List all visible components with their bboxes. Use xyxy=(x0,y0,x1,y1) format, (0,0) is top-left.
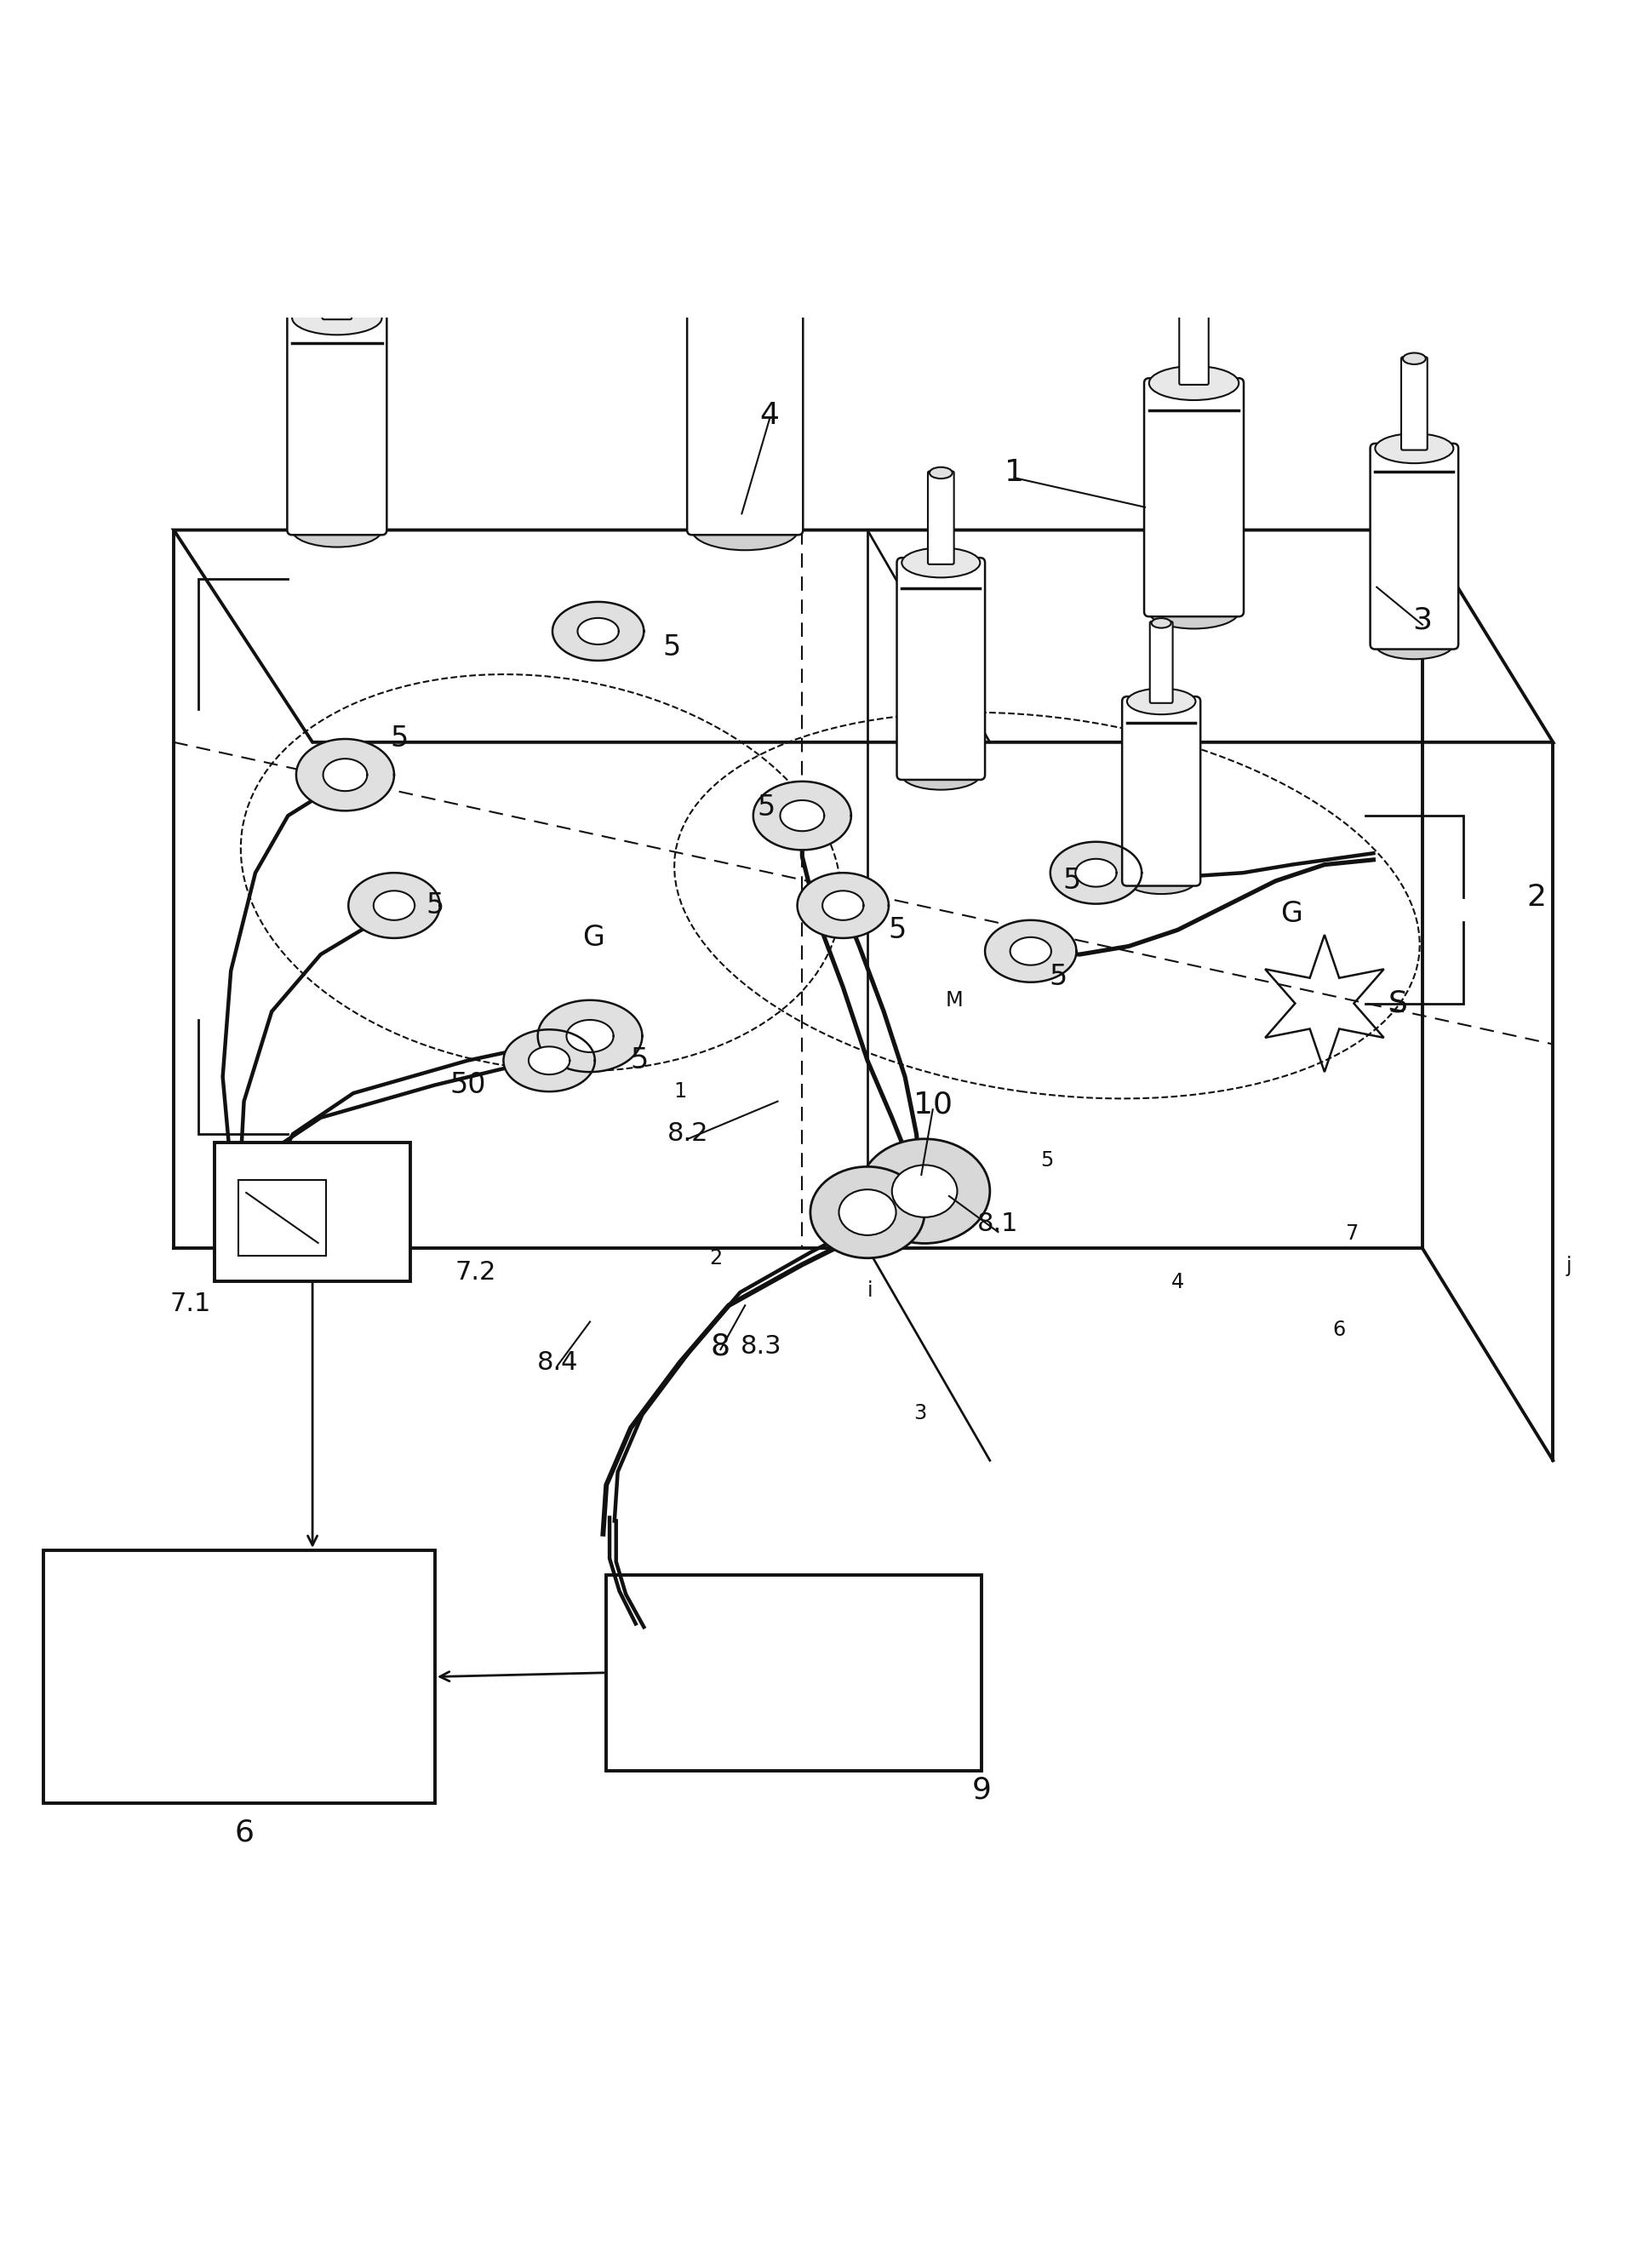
Text: 9: 9 xyxy=(972,1776,992,1805)
Text: G: G xyxy=(583,923,604,953)
Text: 3: 3 xyxy=(1413,606,1432,635)
FancyBboxPatch shape xyxy=(897,558,985,780)
Text: 5: 5 xyxy=(1049,964,1067,991)
Text: 4: 4 xyxy=(1170,1272,1184,1293)
Text: 5: 5 xyxy=(887,916,905,943)
Bar xyxy=(43,1551,435,1803)
Ellipse shape xyxy=(1149,594,1239,628)
FancyBboxPatch shape xyxy=(1179,274,1208,386)
Ellipse shape xyxy=(892,1166,958,1218)
Text: i: i xyxy=(868,1281,873,1302)
Polygon shape xyxy=(539,1000,642,1073)
Text: M: M xyxy=(946,989,964,1009)
Ellipse shape xyxy=(1149,365,1239,399)
Text: 5: 5 xyxy=(390,726,408,753)
Ellipse shape xyxy=(1126,689,1195,714)
Polygon shape xyxy=(566,1021,614,1052)
Ellipse shape xyxy=(810,1166,925,1259)
Text: 1: 1 xyxy=(673,1082,686,1102)
FancyBboxPatch shape xyxy=(928,472,954,565)
Ellipse shape xyxy=(692,231,799,272)
Text: 5: 5 xyxy=(1041,1150,1054,1170)
Ellipse shape xyxy=(324,204,350,218)
Ellipse shape xyxy=(930,467,953,479)
Polygon shape xyxy=(1076,860,1116,887)
Polygon shape xyxy=(1010,937,1051,966)
Text: 1: 1 xyxy=(1005,458,1025,488)
Text: 7.2: 7.2 xyxy=(455,1261,496,1286)
Ellipse shape xyxy=(859,1139,990,1243)
FancyBboxPatch shape xyxy=(1370,445,1459,649)
Ellipse shape xyxy=(692,510,799,551)
Ellipse shape xyxy=(1180,270,1206,284)
Ellipse shape xyxy=(291,302,381,336)
FancyBboxPatch shape xyxy=(1144,379,1244,617)
Polygon shape xyxy=(822,891,864,921)
Ellipse shape xyxy=(902,549,981,578)
Polygon shape xyxy=(296,739,395,810)
Text: j: j xyxy=(1567,1256,1572,1277)
Polygon shape xyxy=(504,1030,594,1091)
Text: 3: 3 xyxy=(913,1404,927,1424)
Text: 5: 5 xyxy=(1062,866,1080,896)
Text: G: G xyxy=(1280,900,1303,928)
FancyBboxPatch shape xyxy=(322,211,352,320)
Ellipse shape xyxy=(730,122,761,138)
Text: 6: 6 xyxy=(234,1819,254,1846)
FancyBboxPatch shape xyxy=(286,313,386,535)
FancyBboxPatch shape xyxy=(1401,356,1427,449)
Text: 50: 50 xyxy=(450,1070,486,1100)
Polygon shape xyxy=(322,760,367,792)
Bar xyxy=(237,1179,326,1256)
Polygon shape xyxy=(753,782,851,850)
Text: 8.1: 8.1 xyxy=(977,1211,1018,1236)
Text: 6: 6 xyxy=(1333,1320,1346,1340)
Text: 5: 5 xyxy=(426,891,444,919)
FancyBboxPatch shape xyxy=(728,129,763,254)
FancyBboxPatch shape xyxy=(1149,621,1172,703)
Ellipse shape xyxy=(1375,631,1454,660)
Text: 2: 2 xyxy=(1527,882,1547,912)
FancyBboxPatch shape xyxy=(1121,696,1200,887)
Text: 8.3: 8.3 xyxy=(740,1334,782,1359)
Polygon shape xyxy=(552,601,643,660)
Ellipse shape xyxy=(902,760,981,789)
Polygon shape xyxy=(1051,841,1141,905)
Text: 7.1: 7.1 xyxy=(170,1290,211,1315)
Polygon shape xyxy=(529,1046,570,1075)
Polygon shape xyxy=(349,873,440,939)
Polygon shape xyxy=(578,617,619,644)
Text: 5: 5 xyxy=(758,794,776,821)
Polygon shape xyxy=(781,801,823,830)
Text: 8.2: 8.2 xyxy=(668,1123,709,1145)
FancyBboxPatch shape xyxy=(688,247,804,535)
Ellipse shape xyxy=(1151,619,1170,628)
Text: 5: 5 xyxy=(663,633,681,662)
Polygon shape xyxy=(797,873,889,939)
Ellipse shape xyxy=(1375,433,1454,463)
Text: 8: 8 xyxy=(710,1331,730,1361)
Text: 2: 2 xyxy=(709,1247,722,1268)
Polygon shape xyxy=(373,891,414,921)
Ellipse shape xyxy=(838,1188,895,1236)
Bar xyxy=(606,1574,982,1771)
Bar xyxy=(214,1143,411,1281)
Ellipse shape xyxy=(1126,869,1195,894)
Text: 7: 7 xyxy=(1346,1222,1359,1243)
Text: 4: 4 xyxy=(760,401,779,431)
Polygon shape xyxy=(985,921,1077,982)
Text: 10: 10 xyxy=(913,1091,953,1118)
Text: 5: 5 xyxy=(630,1046,648,1075)
Text: S: S xyxy=(1388,989,1408,1018)
Text: 8.4: 8.4 xyxy=(537,1349,578,1374)
Ellipse shape xyxy=(291,513,381,547)
Ellipse shape xyxy=(1403,354,1426,365)
